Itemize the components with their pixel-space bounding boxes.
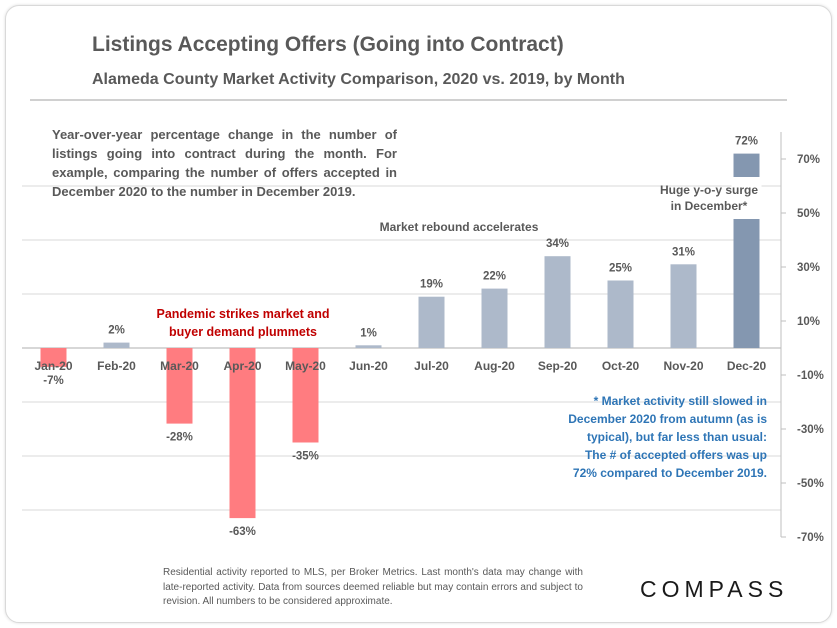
category-label: May-20 xyxy=(285,359,326,373)
y-tick-label: -30% xyxy=(797,424,824,436)
market-note: The # of accepted offers was up xyxy=(585,448,767,462)
rebound-annotation: Market rebound accelerates xyxy=(380,220,539,234)
category-label: Sep-20 xyxy=(538,359,578,373)
y-tick-label: 70% xyxy=(797,154,820,166)
annotations: Pandemic strikes market and buyer demand … xyxy=(157,183,768,480)
data-label: 22% xyxy=(483,271,506,283)
gridlines xyxy=(22,185,781,511)
pandemic-annotation: buyer demand plummets xyxy=(169,325,317,339)
y-tick-label: -10% xyxy=(797,370,824,382)
y-tick-label: 10% xyxy=(797,316,820,328)
y-tick-label: -70% xyxy=(797,532,824,544)
data-label: 25% xyxy=(609,263,632,275)
category-label: Aug-20 xyxy=(474,359,515,373)
data-label: -7% xyxy=(43,375,63,387)
data-label: 31% xyxy=(672,246,695,258)
y-tick-label: -50% xyxy=(797,478,824,490)
category-label: Apr-20 xyxy=(223,359,261,373)
data-label: 34% xyxy=(546,238,569,250)
category-label: Dec-20 xyxy=(727,359,767,373)
bar-break xyxy=(731,177,762,219)
category-label: Oct-20 xyxy=(602,359,640,373)
bar-oct-20 xyxy=(607,280,634,348)
data-label: -35% xyxy=(292,451,319,463)
chart-description: Year-over-year percentage change in the … xyxy=(52,127,397,199)
bar-sep-20 xyxy=(544,256,571,348)
chart-subtitle: Alameda County Market Activity Compariso… xyxy=(92,71,625,88)
data-label: 1% xyxy=(360,327,377,339)
category-label: Jan-20 xyxy=(34,359,72,373)
surge-annotation: in December* xyxy=(671,199,748,213)
market-note: typical), but far less than usual: xyxy=(587,430,767,444)
bar-nov-20 xyxy=(670,264,697,348)
source-footnote: Residential activity reported to MLS, pe… xyxy=(163,567,583,607)
market-note: 72% compared to December 2019. xyxy=(573,466,767,480)
category-label: Feb-20 xyxy=(97,359,136,373)
category-label: Mar-20 xyxy=(160,359,199,373)
chart-title: Listings Accepting Offers (Going into Co… xyxy=(92,33,564,56)
data-label: 72% xyxy=(735,136,758,148)
surge-annotation: Huge y-o-y surge xyxy=(660,183,758,197)
data-label: 19% xyxy=(420,279,443,291)
category-label: Nov-20 xyxy=(663,359,703,373)
category-label: Jul-20 xyxy=(414,359,449,373)
data-label: -63% xyxy=(229,526,256,538)
data-label: -28% xyxy=(166,432,193,444)
bar-mar-20 xyxy=(166,348,193,424)
pandemic-annotation: Pandemic strikes market and xyxy=(157,307,330,321)
bar-jan-20 xyxy=(40,348,67,367)
market-note: December 2020 from autumn (as is xyxy=(568,412,767,426)
bars xyxy=(40,153,762,519)
y-axis: 70% 50% 30% 10% -10% -30% -50% -70% xyxy=(780,132,824,544)
category-label: Jun-20 xyxy=(349,359,388,373)
bar-feb-20 xyxy=(103,342,130,348)
bar-aug-20 xyxy=(481,288,508,348)
bar-jun-20 xyxy=(355,345,382,348)
title-divider xyxy=(30,99,787,101)
data-label: 2% xyxy=(108,325,125,337)
labels: Jan-20 -7% Feb-20 2% Mar-20 -28% Apr-20 -63% May… xyxy=(34,136,766,538)
bar-may-20 xyxy=(292,348,319,443)
y-tick-label: 50% xyxy=(797,208,820,220)
bar-apr-20 xyxy=(229,348,256,519)
bar-jul-20 xyxy=(418,296,445,348)
market-note: * Market activity still slowed in xyxy=(594,394,767,408)
compass-logo: COMPASS xyxy=(640,576,789,602)
y-tick-label: 30% xyxy=(797,262,820,274)
